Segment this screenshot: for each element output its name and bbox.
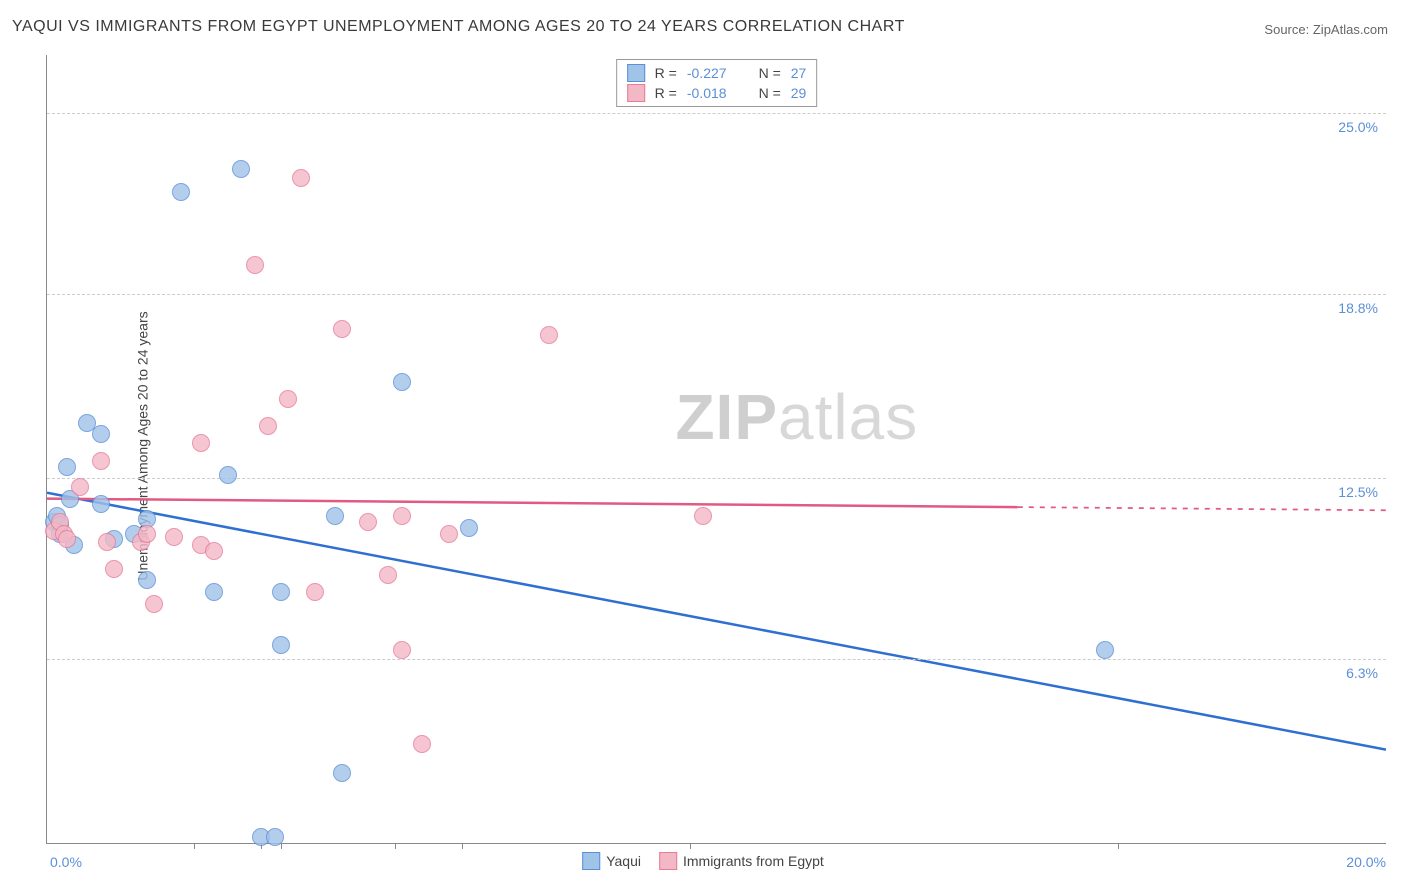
data-point <box>138 571 156 589</box>
y-tick-label: 25.0% <box>1338 119 1378 135</box>
n-label: N = <box>759 85 781 101</box>
data-point <box>393 507 411 525</box>
data-point <box>694 507 712 525</box>
gridline <box>47 294 1386 295</box>
regression-line <box>47 493 1386 750</box>
data-point <box>145 595 163 613</box>
regression-line <box>47 499 1018 507</box>
r-label: R = <box>655 65 677 81</box>
data-point <box>393 641 411 659</box>
swatch-yaqui <box>627 64 645 82</box>
gridline <box>47 478 1386 479</box>
data-point <box>219 466 237 484</box>
data-point <box>292 169 310 187</box>
x-tick-mark <box>281 843 282 849</box>
swatch-yaqui <box>582 852 600 870</box>
y-tick-label: 18.8% <box>1338 300 1378 316</box>
y-tick-label: 6.3% <box>1346 665 1378 681</box>
data-point <box>413 735 431 753</box>
x-tick-origin: 0.0% <box>50 854 82 870</box>
data-point <box>540 326 558 344</box>
data-point <box>92 495 110 513</box>
data-point <box>58 530 76 548</box>
data-point <box>105 560 123 578</box>
legend-label-egypt: Immigrants from Egypt <box>683 853 824 869</box>
data-point <box>165 528 183 546</box>
data-point <box>266 828 284 846</box>
legend-item-yaqui: Yaqui <box>582 852 641 870</box>
data-point <box>393 373 411 391</box>
x-tick-mark <box>690 843 691 849</box>
data-point <box>246 256 264 274</box>
source-label: Source: <box>1264 22 1309 37</box>
data-point <box>306 583 324 601</box>
data-point <box>98 533 116 551</box>
data-point <box>232 160 250 178</box>
source-attribution: Source: ZipAtlas.com <box>1264 22 1388 37</box>
data-point <box>92 425 110 443</box>
watermark-atlas: atlas <box>778 381 918 453</box>
data-point <box>379 566 397 584</box>
legend-label-yaqui: Yaqui <box>606 853 641 869</box>
stats-row-egypt: R = -0.018 N = 29 <box>627 84 807 102</box>
data-point <box>359 513 377 531</box>
data-point <box>440 525 458 543</box>
x-tick-mark <box>462 843 463 849</box>
data-point <box>205 583 223 601</box>
data-point <box>333 764 351 782</box>
data-point <box>92 452 110 470</box>
swatch-egypt <box>627 84 645 102</box>
data-point <box>279 390 297 408</box>
gridline <box>47 113 1386 114</box>
data-point <box>192 434 210 452</box>
data-point <box>326 507 344 525</box>
data-point <box>71 478 89 496</box>
x-tick-mark <box>1118 843 1119 849</box>
series-legend: Yaqui Immigrants from Egypt <box>582 852 824 870</box>
legend-item-egypt: Immigrants from Egypt <box>659 852 824 870</box>
plot-area: ZIPatlas R = -0.227 N = 27 R = -0.018 N … <box>46 55 1386 844</box>
data-point <box>205 542 223 560</box>
r-label: R = <box>655 85 677 101</box>
stats-row-yaqui: R = -0.227 N = 27 <box>627 64 807 82</box>
y-tick-label: 12.5% <box>1338 484 1378 500</box>
correlation-chart: YAQUI VS IMMIGRANTS FROM EGYPT UNEMPLOYM… <box>0 0 1406 892</box>
n-label: N = <box>759 65 781 81</box>
n-value-egypt: 29 <box>791 85 807 101</box>
data-point <box>272 583 290 601</box>
data-point <box>172 183 190 201</box>
data-point <box>58 458 76 476</box>
x-tick-mark <box>395 843 396 849</box>
data-point <box>460 519 478 537</box>
data-point <box>138 525 156 543</box>
r-value-yaqui: -0.227 <box>687 65 727 81</box>
data-point <box>259 417 277 435</box>
watermark-zip: ZIP <box>675 381 778 453</box>
gridline <box>47 659 1386 660</box>
data-point <box>333 320 351 338</box>
x-tick-end: 20.0% <box>1346 854 1386 870</box>
data-point <box>272 636 290 654</box>
n-value-yaqui: 27 <box>791 65 807 81</box>
regression-line-extrapolated <box>1018 507 1386 510</box>
chart-title: YAQUI VS IMMIGRANTS FROM EGYPT UNEMPLOYM… <box>12 18 905 36</box>
swatch-egypt <box>659 852 677 870</box>
source-value: ZipAtlas.com <box>1313 22 1388 37</box>
x-tick-mark <box>194 843 195 849</box>
stats-legend: R = -0.227 N = 27 R = -0.018 N = 29 <box>616 59 818 107</box>
watermark: ZIPatlas <box>675 380 918 454</box>
r-value-egypt: -0.018 <box>687 85 727 101</box>
data-point <box>1096 641 1114 659</box>
